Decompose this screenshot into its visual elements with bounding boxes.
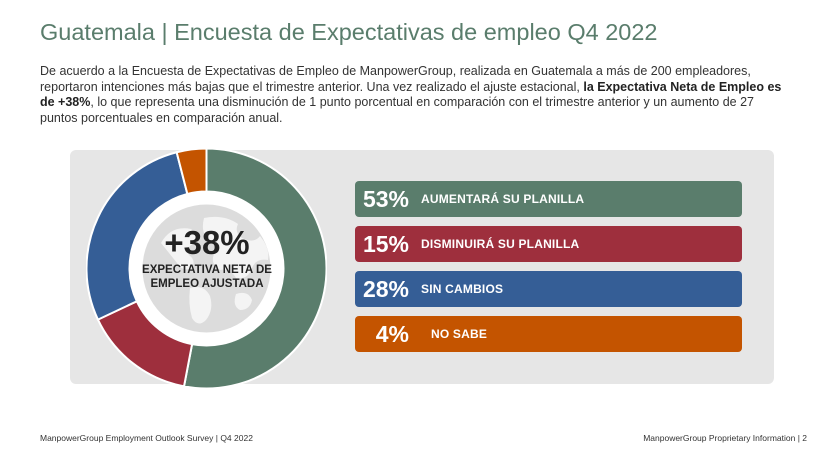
globe-icon: [142, 204, 271, 333]
legend-label: NO SABE: [431, 327, 488, 341]
intro-text-part2: , lo que representa una disminución de 1…: [40, 95, 754, 125]
legend: 53% AUMENTARÁ SU PLANILLA 15% DISMINUIRÁ SU…: [355, 181, 742, 361]
legend-row-2: 15% DISMINUIRÁ SU PLANILLA: [355, 226, 742, 262]
legend-percent: 28%: [362, 275, 409, 302]
legend-row-3: 28% SIN CAMBIOS: [355, 271, 742, 307]
legend-label: SIN CAMBIOS: [421, 282, 504, 296]
legend-label: DISMINUIRÁ SU PLANILLA: [421, 237, 580, 251]
legend-percent: 15%: [362, 230, 409, 257]
donut-chart: [86, 148, 327, 389]
footer-left: ManpowerGroup Employment Outlook Survey …: [40, 433, 253, 443]
footer-right: ManpowerGroup Proprietary Information | …: [643, 433, 807, 443]
legend-row-1: 53% AUMENTARÁ SU PLANILLA: [355, 181, 742, 217]
intro-paragraph: De acuerdo a la Encuesta de Expectativas…: [40, 64, 790, 126]
center-block: +38% EXPECTATIVA NETA DE EMPLEO AJUSTADA: [128, 225, 286, 291]
legend-percent: 4%: [375, 320, 409, 347]
intro-text-part1: De acuerdo a la Encuesta de Expectativas…: [40, 64, 751, 94]
center-value: +38%: [164, 224, 250, 261]
page-title: Guatemala | Encuesta de Expectativas de …: [40, 19, 658, 45]
legend-label: AUMENTARÁ SU PLANILLA: [421, 192, 585, 206]
legend-percent: 53%: [362, 185, 409, 212]
center-label: EXPECTATIVA NETA DE EMPLEO AJUSTADA: [142, 264, 272, 290]
legend-row-4: 4% NO SABE: [355, 316, 742, 352]
intro-text-bold: la Expectativa Neta de Empleo es de +38%: [40, 79, 782, 110]
